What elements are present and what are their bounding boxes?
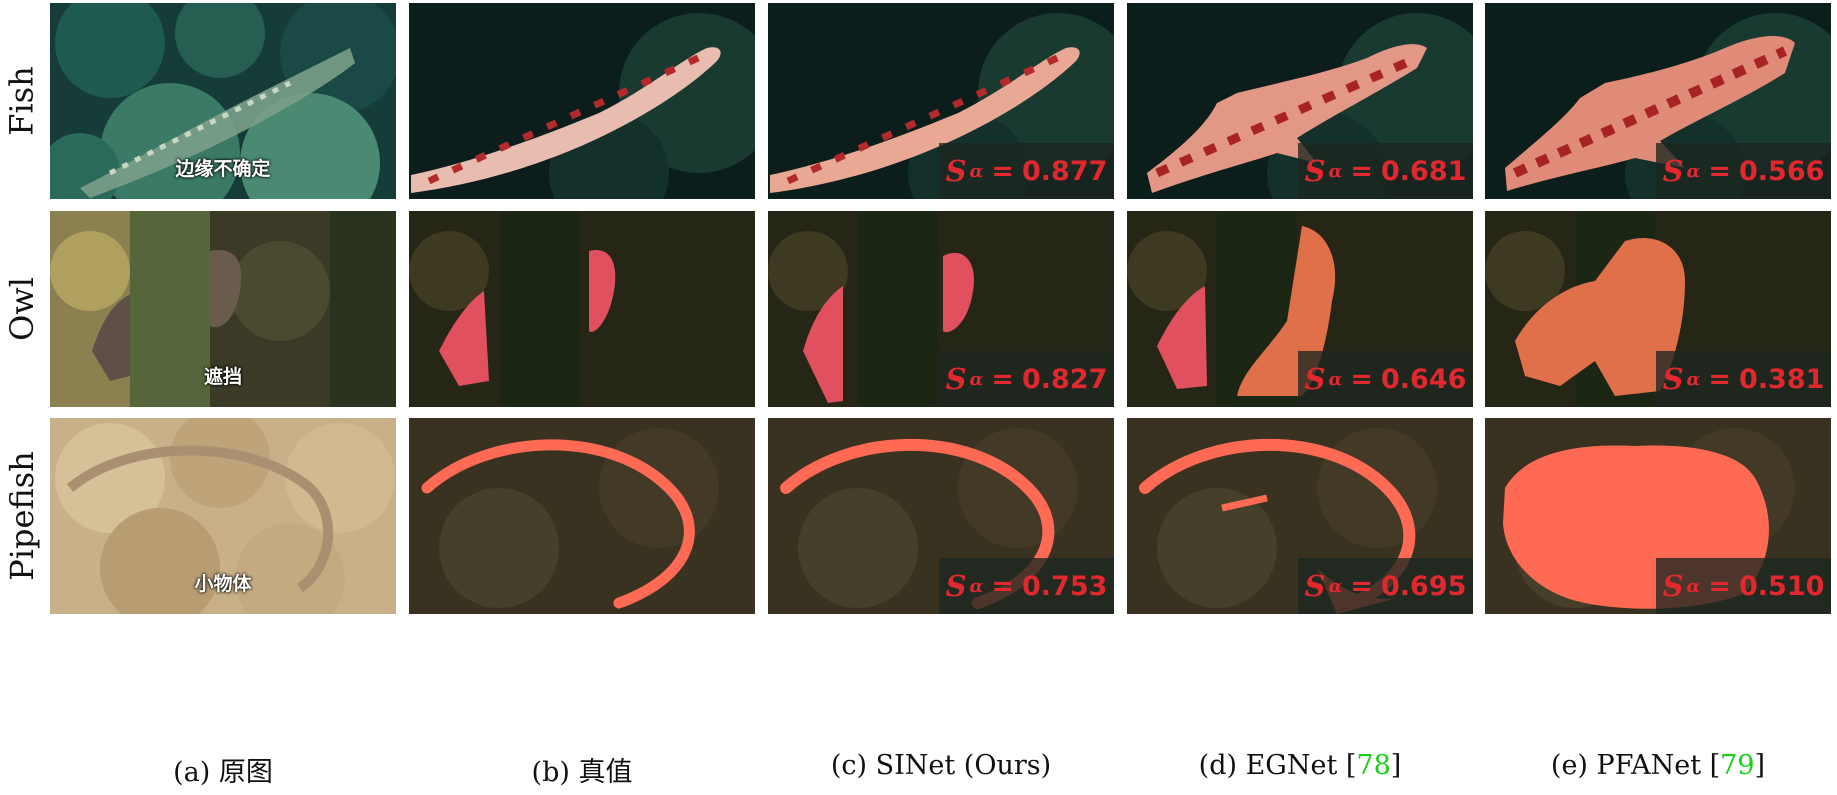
challenge-caption: 遮挡 [203, 366, 242, 388]
challenge-caption: 边缘不确定 [175, 158, 271, 180]
row-label-fish: Fish [3, 66, 41, 136]
fish-original-image: 边缘不确定 [50, 3, 396, 199]
citation-link[interactable]: 78 [1356, 750, 1391, 781]
owl-original-image: 遮挡 [50, 211, 396, 407]
row-label-pipefish: Pipefish [3, 451, 41, 581]
row-label-owl: Owl [3, 277, 42, 341]
citation-link[interactable]: 79 [1720, 750, 1755, 781]
column-caption-egnet: (d) EGNet [78] [1198, 750, 1402, 781]
column-caption-original: (a) 原图 [173, 757, 273, 788]
pipefish-ground-truth [409, 418, 755, 614]
owl-ground-truth [409, 211, 755, 407]
column-caption-sinet: (c) SINet (Ours) [830, 750, 1052, 781]
fish-ground-truth [409, 3, 755, 199]
challenge-caption: 小物体 [194, 573, 252, 595]
column-caption-ground-truth: (b) 真值 [531, 757, 633, 788]
column-caption-pfanet: (e) PFANet [79] [1550, 750, 1766, 781]
pipefish-original-image: 小物体 [50, 418, 396, 614]
